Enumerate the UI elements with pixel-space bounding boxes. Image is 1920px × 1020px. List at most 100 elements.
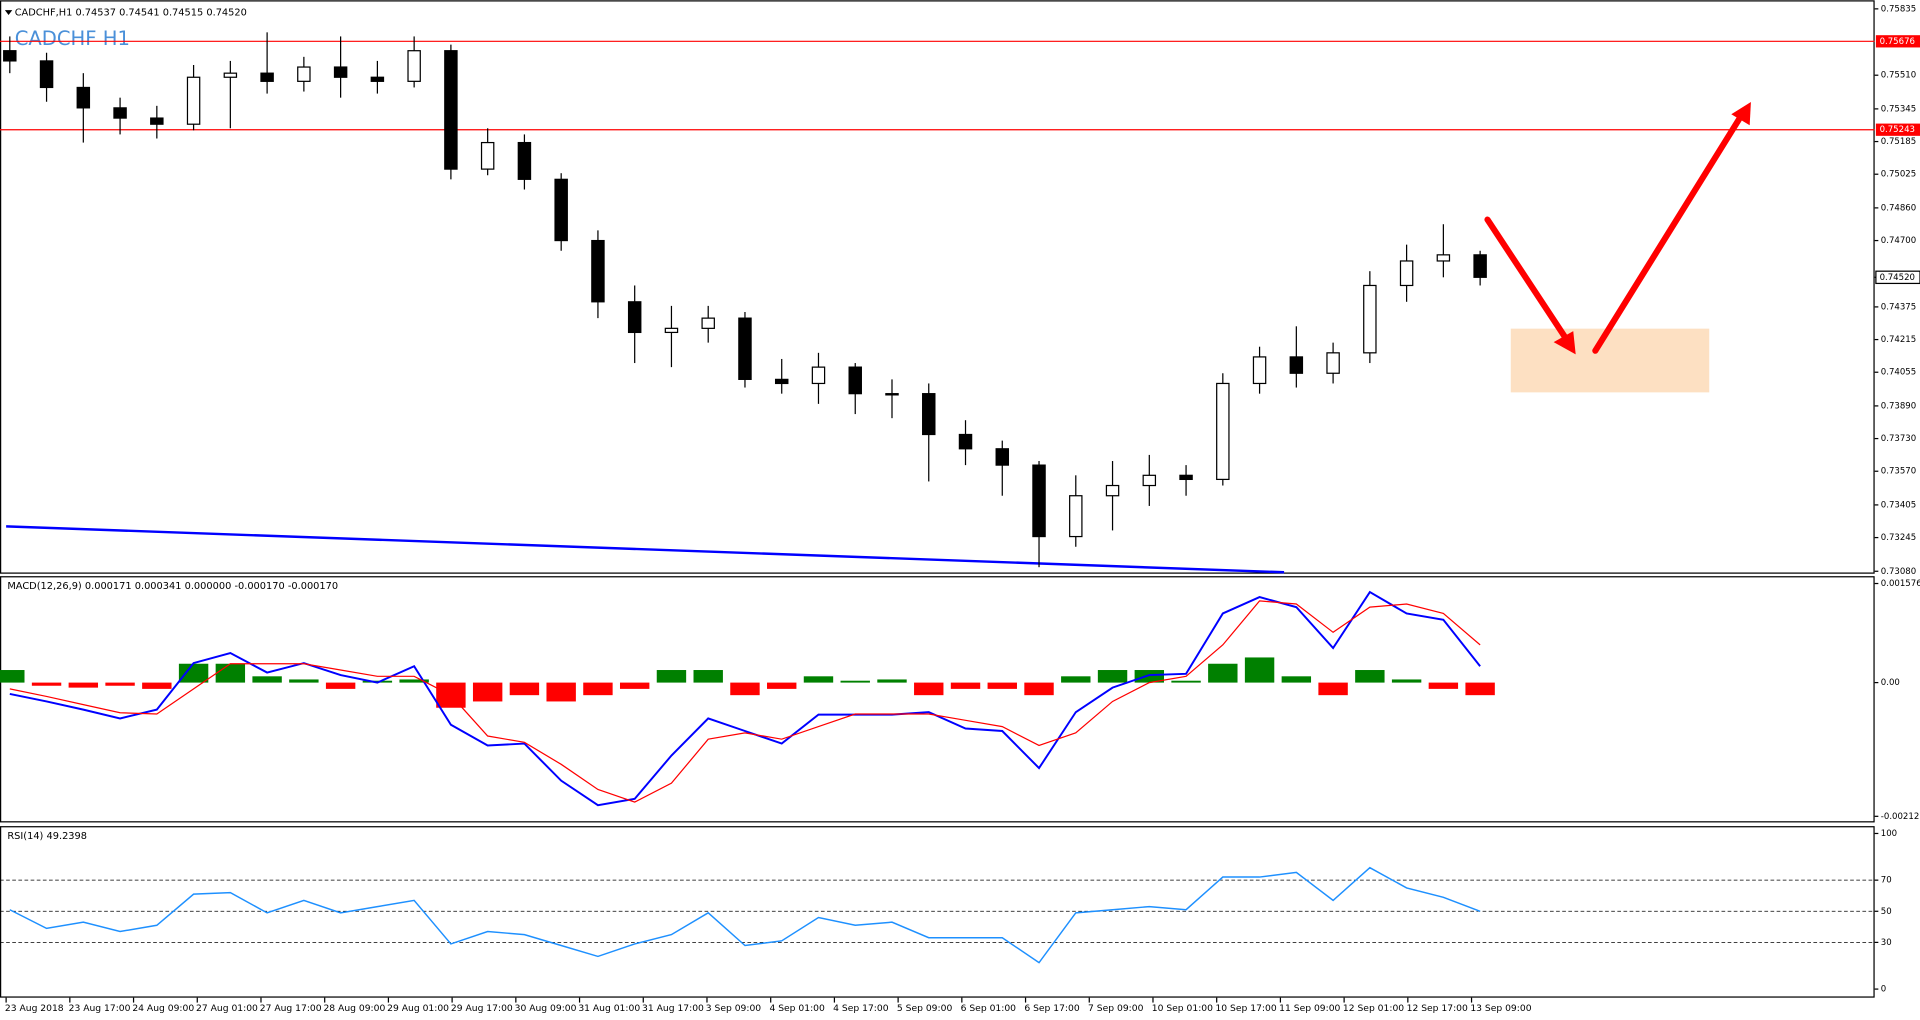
histogram-bar	[215, 663, 246, 683]
y-tick-label: 0.73890	[1881, 401, 1916, 411]
histogram-bar	[1318, 682, 1348, 696]
candle-body	[701, 317, 715, 329]
histogram-bar	[105, 682, 135, 686]
histogram-bar	[68, 682, 99, 688]
histogram-bar	[1024, 682, 1054, 696]
y-tick-label: 0.73405	[1881, 500, 1916, 510]
y-tick-label: 0.75835	[1881, 4, 1916, 14]
candle-body	[922, 393, 936, 436]
histogram-bar	[1097, 670, 1128, 683]
x-tick-label: 27 Aug 01:00	[196, 1003, 258, 1014]
x-tick-label: 31 Aug 17:00	[642, 1003, 704, 1014]
candle-body	[1032, 464, 1046, 538]
rsi-panel	[0, 826, 1875, 998]
x-tick-label: 12 Sep 17:00	[1407, 1003, 1468, 1014]
rsi-line	[9, 866, 1481, 964]
candle-body	[885, 393, 899, 396]
histogram-bar	[1355, 670, 1385, 683]
y-tick-label: 0.74375	[1881, 302, 1916, 312]
rsi-label: RSI(14) 49.2398	[7, 831, 87, 842]
y-tick-label: 0.75510	[1881, 71, 1916, 81]
up-arrow	[1592, 101, 1751, 354]
histogram-bar	[987, 682, 1017, 689]
x-tick-label: 10 Sep 17:00	[1215, 1003, 1276, 1014]
candle-body	[774, 378, 789, 385]
menu-triangle	[4, 10, 13, 15]
candle-body	[517, 141, 532, 180]
x-tick-label: 23 Aug 17:00	[69, 1003, 131, 1014]
x-tick-label: 4 Sep 17:00	[833, 1003, 889, 1014]
level-label: 0.75676	[1880, 37, 1915, 47]
down-arrow	[1484, 216, 1576, 355]
x-tick-label: 11 Sep 09:00	[1279, 1003, 1340, 1014]
candle-body	[1142, 474, 1157, 487]
histogram-bar	[1244, 657, 1275, 683]
x-tick-label: 24 Aug 09:00	[132, 1003, 194, 1014]
x-tick-label: 10 Sep 01:00	[1152, 1003, 1213, 1014]
y-tick-label: 70	[1881, 876, 1892, 886]
histogram-bar	[1208, 663, 1238, 683]
macd-panel	[0, 576, 1875, 823]
histogram-bar	[656, 670, 687, 683]
candle-body	[1289, 356, 1304, 374]
histogram-bar	[730, 682, 760, 696]
histogram-bar	[472, 682, 503, 702]
histogram-bar	[252, 676, 282, 683]
candle-body	[1399, 260, 1414, 287]
x-tick-label: 30 Aug 09:00	[515, 1003, 577, 1014]
histogram-bar	[877, 679, 907, 683]
histogram-bar	[399, 679, 429, 683]
candle-body	[113, 107, 127, 119]
histogram-bar	[325, 682, 356, 689]
histogram-bar	[1171, 680, 1201, 683]
histogram-bar	[509, 682, 540, 696]
candle-body	[1179, 474, 1193, 481]
candle-body	[1069, 495, 1083, 538]
histogram-bar	[0, 670, 25, 683]
macd-label: MACD(12,26,9) 0.000171 0.000341 0.000000…	[7, 581, 338, 592]
level-tag	[1875, 123, 1920, 136]
macd-line	[9, 600, 1481, 803]
trend-line	[6, 525, 1285, 574]
y-tick-label: 0.75185	[1881, 137, 1916, 147]
x-tick-label: 27 Aug 17:00	[260, 1003, 322, 1014]
candle-body	[1216, 382, 1230, 481]
x-tick-label: 12 Sep 01:00	[1343, 1003, 1404, 1014]
x-tick-label: 7 Sep 09:00	[1088, 1003, 1144, 1014]
y-tick-label: 0	[1881, 985, 1886, 995]
y-tick-label: 0.75345	[1881, 104, 1916, 114]
x-tick-label: 5 Sep 09:00	[897, 1003, 953, 1014]
histogram-bar	[1391, 679, 1422, 683]
y-tick-label: 100	[1881, 829, 1897, 839]
y-tick-label: 0.74055	[1881, 368, 1916, 378]
candle-body	[811, 366, 826, 385]
candle-body	[3, 50, 17, 62]
y-tick-label: 0.00	[1881, 678, 1900, 688]
candle-body	[150, 117, 164, 125]
macd-line	[9, 590, 1481, 807]
histogram-bar	[142, 682, 172, 689]
candle-body	[444, 50, 458, 170]
x-tick-label: 6 Sep 17:00	[1024, 1003, 1080, 1014]
y-tick-label: 0.75025	[1881, 170, 1916, 180]
y-tick-label: 0.73080	[1881, 567, 1916, 577]
candle-body	[958, 433, 973, 450]
y-tick-label: -0.002127	[1881, 812, 1920, 822]
x-tick-label: 13 Sep 09:00	[1470, 1003, 1531, 1014]
histogram-bar	[619, 682, 650, 689]
y-tick-label: 0.73570	[1881, 467, 1916, 477]
candle-body	[554, 178, 568, 242]
candle-body	[1326, 352, 1340, 374]
x-tick-label: 31 Aug 01:00	[578, 1003, 640, 1014]
candle-body	[223, 72, 238, 78]
histogram-bar	[803, 676, 834, 683]
candle-body	[591, 239, 605, 303]
candle-body	[297, 66, 311, 82]
candle-body	[1252, 356, 1267, 385]
level-label: 0.75243	[1880, 125, 1915, 135]
histogram-bar	[693, 670, 723, 683]
y-tick-label: 0.74215	[1881, 335, 1916, 345]
level-tag	[1875, 35, 1920, 48]
